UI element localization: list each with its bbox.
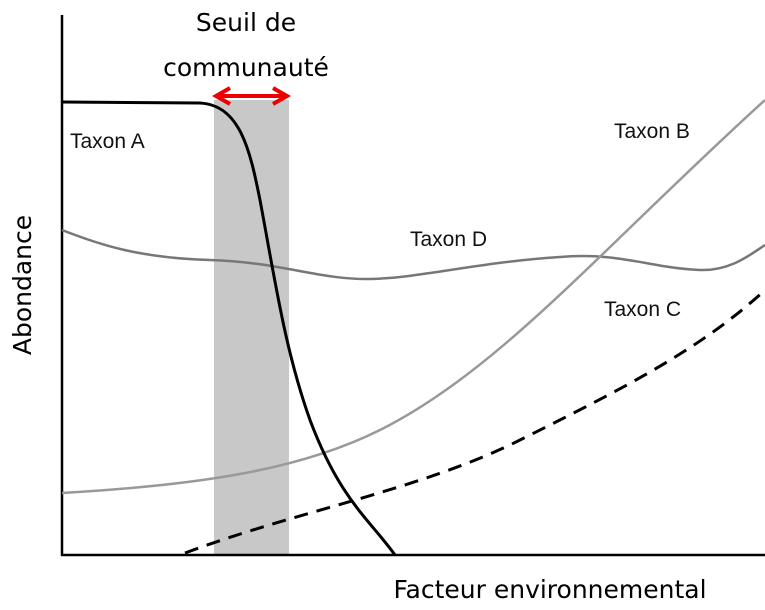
- threshold-arrow: [211, 86, 292, 106]
- y-axis-label: Abondance: [8, 215, 37, 355]
- x-axis-label: Facteur environnemental: [393, 575, 706, 604]
- curve-label: Taxon D: [410, 228, 487, 251]
- curve-taxon-a: [61, 100, 397, 556]
- threshold-title: Seuil de: [196, 8, 296, 37]
- curve-label: Taxon A: [70, 130, 145, 153]
- curve-label: Taxon B: [614, 120, 690, 143]
- curve-taxon-b: [61, 99, 765, 495]
- threshold-band: [214, 100, 289, 555]
- threshold-title: communauté: [163, 53, 329, 82]
- curve-taxon-c: [184, 288, 765, 555]
- curve-taxon-d: [61, 228, 765, 281]
- curve-label: Taxon C: [604, 298, 681, 321]
